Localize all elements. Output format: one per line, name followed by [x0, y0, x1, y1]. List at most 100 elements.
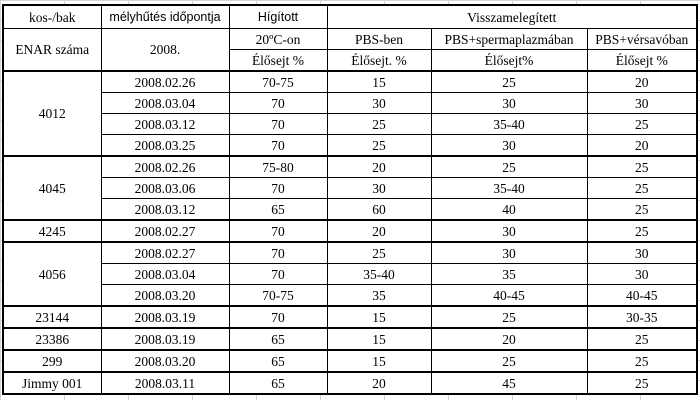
ver-cell[interactable]: 25: [586, 198, 698, 221]
date-cell[interactable]: 2008.03.06: [100, 177, 230, 199]
date-cell[interactable]: 2008.03.20: [100, 349, 230, 373]
pbs-cell[interactable]: 30: [326, 177, 432, 199]
pbs-cell[interactable]: 15: [326, 349, 432, 373]
hig-cell[interactable]: 70: [228, 92, 328, 114]
date-cell[interactable]: 2008.03.04: [100, 92, 230, 114]
pbs-cell[interactable]: 30: [326, 92, 432, 114]
date-cell[interactable]: 2008.02.26: [100, 70, 230, 93]
enar-cell[interactable]: 23144: [2, 305, 102, 329]
date-cell[interactable]: 2008.03.20: [100, 284, 230, 307]
hig-cell[interactable]: 70: [228, 219, 328, 243]
header-cell[interactable]: PBS-ben: [326, 28, 432, 50]
header-cell[interactable]: mélyhűtés időpontja: [100, 4, 230, 29]
enar-cell[interactable]: Jimmy 001: [2, 371, 102, 395]
header-cell[interactable]: Élősejt. %: [326, 49, 432, 72]
pbs-cell[interactable]: 25: [326, 134, 432, 157]
header-cell[interactable]: PBS+spermaplazmában: [430, 28, 588, 50]
sperma-cell[interactable]: 25: [430, 155, 588, 178]
hig-cell[interactable]: 65: [228, 349, 328, 373]
header-cell[interactable]: 2008.: [100, 28, 230, 72]
hig-cell[interactable]: 70-75: [228, 70, 328, 93]
hig-cell[interactable]: 70-75: [228, 284, 328, 307]
pbs-cell[interactable]: 20: [326, 155, 432, 178]
date-cell[interactable]: 2008.03.12: [100, 113, 230, 135]
ver-cell[interactable]: 25: [586, 219, 698, 243]
pbs-cell[interactable]: 25: [326, 113, 432, 135]
sperma-cell[interactable]: 35-40: [430, 177, 588, 199]
enar-cell[interactable]: 4245: [2, 219, 102, 243]
date-cell[interactable]: 2008.02.27: [100, 241, 230, 264]
enar-cell[interactable]: 299: [2, 349, 102, 373]
hig-cell[interactable]: 70: [228, 305, 328, 329]
ver-cell[interactable]: 20: [586, 134, 698, 157]
table-row: 4245 2008.02.27 70 20 30 25: [2, 219, 698, 243]
header-cell[interactable]: kos-/bak: [2, 4, 102, 29]
ver-cell[interactable]: 25: [586, 113, 698, 135]
header-cell[interactable]: Élősejt %: [586, 49, 698, 72]
ver-cell[interactable]: 30-35: [586, 305, 698, 329]
sperma-cell[interactable]: 25: [430, 349, 588, 373]
ver-cell[interactable]: 25: [586, 177, 698, 199]
header-cell[interactable]: Élősejt %: [228, 49, 328, 72]
ver-cell[interactable]: 25: [586, 349, 698, 373]
ver-cell[interactable]: 30: [586, 263, 698, 285]
date-cell[interactable]: 2008.03.19: [100, 327, 230, 351]
ver-cell[interactable]: 30: [586, 92, 698, 114]
ver-cell[interactable]: 25: [586, 155, 698, 178]
hig-cell[interactable]: 70: [228, 241, 328, 264]
date-cell[interactable]: 2008.03.12: [100, 198, 230, 221]
enar-cell[interactable]: 23386: [2, 327, 102, 351]
hig-cell[interactable]: 70: [228, 134, 328, 157]
sperma-cell[interactable]: 30: [430, 219, 588, 243]
sperma-cell[interactable]: 20: [430, 327, 588, 351]
hig-cell[interactable]: 65: [228, 371, 328, 395]
hig-cell[interactable]: 70: [228, 263, 328, 285]
ver-cell[interactable]: 25: [586, 371, 698, 395]
header-cell[interactable]: 20ºC-on: [228, 28, 328, 50]
ver-cell[interactable]: 20: [586, 70, 698, 93]
sperma-cell[interactable]: 45: [430, 371, 588, 395]
date-cell[interactable]: 2008.03.19: [100, 305, 230, 329]
enar-cell[interactable]: 4012: [2, 70, 102, 157]
pbs-cell[interactable]: 15: [326, 305, 432, 329]
hig-cell[interactable]: 75-80: [228, 155, 328, 178]
hig-cell[interactable]: 65: [228, 327, 328, 351]
sperma-cell[interactable]: 35: [430, 263, 588, 285]
pbs-cell[interactable]: 25: [326, 241, 432, 264]
date-cell[interactable]: 2008.02.27: [100, 219, 230, 243]
sperma-cell[interactable]: 25: [430, 305, 588, 329]
sperma-cell[interactable]: 30: [430, 241, 588, 264]
pbs-cell[interactable]: 60: [326, 198, 432, 221]
sperma-cell[interactable]: 30: [430, 134, 588, 157]
hig-cell[interactable]: 65: [228, 198, 328, 221]
pbs-cell[interactable]: 15: [326, 70, 432, 93]
pbs-cell[interactable]: 35: [326, 284, 432, 307]
ver-cell[interactable]: 25: [586, 327, 698, 351]
sperma-cell[interactable]: 25: [430, 70, 588, 93]
sperma-cell[interactable]: 30: [430, 92, 588, 114]
date-cell[interactable]: 2008.03.11: [100, 371, 230, 395]
sperma-cell[interactable]: 40-45: [430, 284, 588, 307]
ver-cell[interactable]: 40-45: [586, 284, 698, 307]
date-cell[interactable]: 2008.03.25: [100, 134, 230, 157]
pbs-cell[interactable]: 20: [326, 371, 432, 395]
pbs-cell[interactable]: 15: [326, 327, 432, 351]
enar-cell[interactable]: 4056: [2, 241, 102, 307]
pbs-cell[interactable]: 20: [326, 219, 432, 243]
header-cell-merged[interactable]: Visszamelegített: [326, 4, 698, 29]
header-cell[interactable]: Élősejt%: [430, 49, 588, 72]
ver-cell[interactable]: 30: [586, 241, 698, 264]
header-cell[interactable]: Hígított: [228, 4, 328, 29]
sperma-cell[interactable]: 40: [430, 198, 588, 221]
hig-cell[interactable]: 70: [228, 113, 328, 135]
header-cell[interactable]: ENAR száma: [2, 28, 102, 72]
table-row: 2008.03.12 65 60 40 25: [3, 198, 698, 221]
header-cell[interactable]: PBS+vérsavóban: [586, 28, 698, 50]
sperma-cell[interactable]: 35-40: [430, 113, 588, 135]
hig-cell[interactable]: 70: [228, 177, 328, 199]
enar-cell[interactable]: 4045: [2, 155, 102, 221]
date-cell[interactable]: 2008.02.26: [100, 155, 230, 178]
date-cell[interactable]: 2008.03.04: [100, 263, 230, 285]
pbs-cell[interactable]: 35-40: [326, 263, 432, 285]
